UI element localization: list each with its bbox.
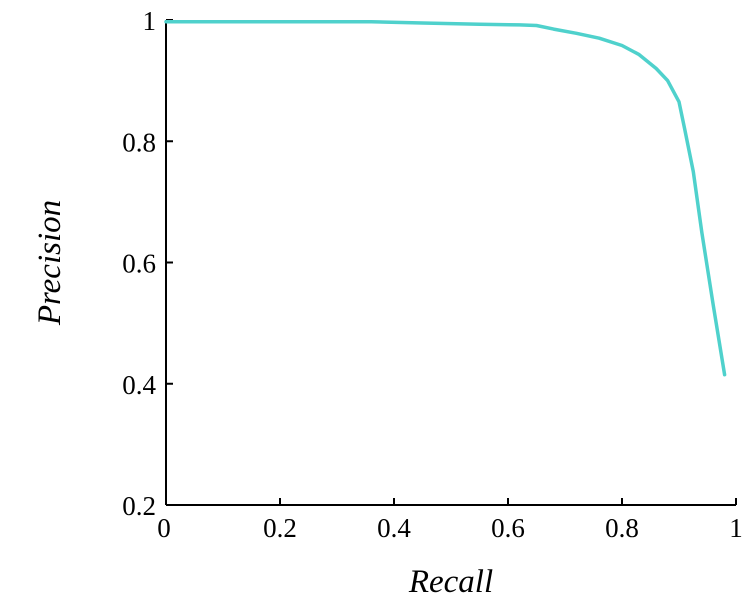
x-tick-label: 0.2: [263, 513, 297, 543]
y-tick-label: 0.2: [122, 491, 156, 521]
tick-labels: 0 0.2 0.4 0.6 0.8 10.20.40.60.81: [122, 6, 743, 543]
x-tick-label: 0.4: [377, 513, 411, 543]
y-tick-label: 0.8: [122, 127, 156, 157]
ticks: [166, 19, 737, 505]
y-axis-title: Precision: [32, 200, 68, 326]
axes: [165, 20, 736, 506]
y-tick-label: 0.6: [122, 249, 156, 279]
x-tick-label: 0.8: [605, 513, 639, 543]
x-tick-label: 0.6: [491, 513, 525, 543]
precision-recall-curve: [164, 20, 727, 377]
x-tick-label: 1: [729, 513, 743, 543]
y-tick-label: 0.4: [122, 370, 156, 400]
y-tick-label: 1: [143, 6, 157, 36]
x-axis-title: Recall: [408, 564, 493, 600]
x-tick-label: 0: [157, 513, 171, 543]
